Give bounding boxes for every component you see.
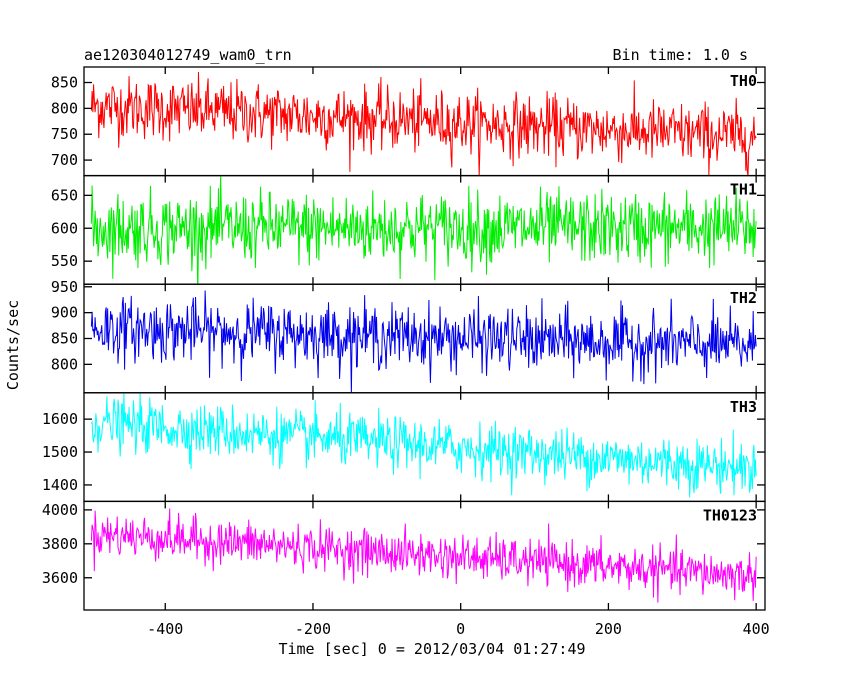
series-th1 — [90, 175, 757, 285]
x-tick-label: 0 — [456, 620, 465, 638]
y-tick-label: 800 — [51, 99, 78, 117]
series-th0 — [90, 72, 757, 176]
panel-label-th0123: TH0123 — [703, 506, 757, 524]
chart-title: ae120304012749_wam0_trn — [84, 46, 292, 64]
y-tick-label: 800 — [51, 355, 78, 373]
bin-time-label: Bin time: 1.0 s — [613, 46, 748, 64]
y-tick-label: 700 — [51, 151, 78, 169]
y-tick-label: 1600 — [42, 410, 78, 428]
y-tick-label: 600 — [51, 219, 78, 237]
y-tick-label: 550 — [51, 252, 78, 270]
x-tick-label: 400 — [743, 620, 770, 638]
x-axis-label: Time [sec] 0 = 2012/03/04 01:27:49 — [278, 640, 585, 658]
y-axis-label: Counts/sec — [4, 300, 22, 390]
x-tick-label: -200 — [295, 620, 331, 638]
panel-frame-th0123 — [83, 500, 766, 611]
y-tick-label: 750 — [51, 125, 78, 143]
series-th3 — [90, 392, 757, 498]
x-tick-label: -400 — [147, 620, 183, 638]
y-tick-label: 900 — [51, 304, 78, 322]
series-th2 — [90, 290, 757, 393]
y-tick-label: 1400 — [42, 476, 78, 494]
series-th0123 — [90, 508, 757, 603]
panels-group: 700 750 800 850 TH0 550 600 650 TH1 800 850 900 950 T… — [42, 66, 770, 638]
panel-frame-th0 — [83, 66, 766, 177]
x-tick-label: 200 — [595, 620, 622, 638]
panel-label-th3: TH3 — [730, 398, 757, 416]
y-tick-label: 850 — [51, 330, 78, 348]
y-tick-label: 3600 — [42, 569, 78, 587]
y-tick-label: 3800 — [42, 535, 78, 553]
panel-label-th2: TH2 — [730, 289, 757, 307]
y-tick-label: 950 — [51, 278, 78, 296]
panel-label-th0: TH0 — [730, 72, 757, 90]
y-tick-label: 4000 — [42, 501, 78, 519]
y-tick-label: 1500 — [42, 443, 78, 461]
y-tick-label: 850 — [51, 74, 78, 92]
panel-label-th1: TH1 — [730, 181, 757, 199]
y-tick-label: 650 — [51, 186, 78, 204]
